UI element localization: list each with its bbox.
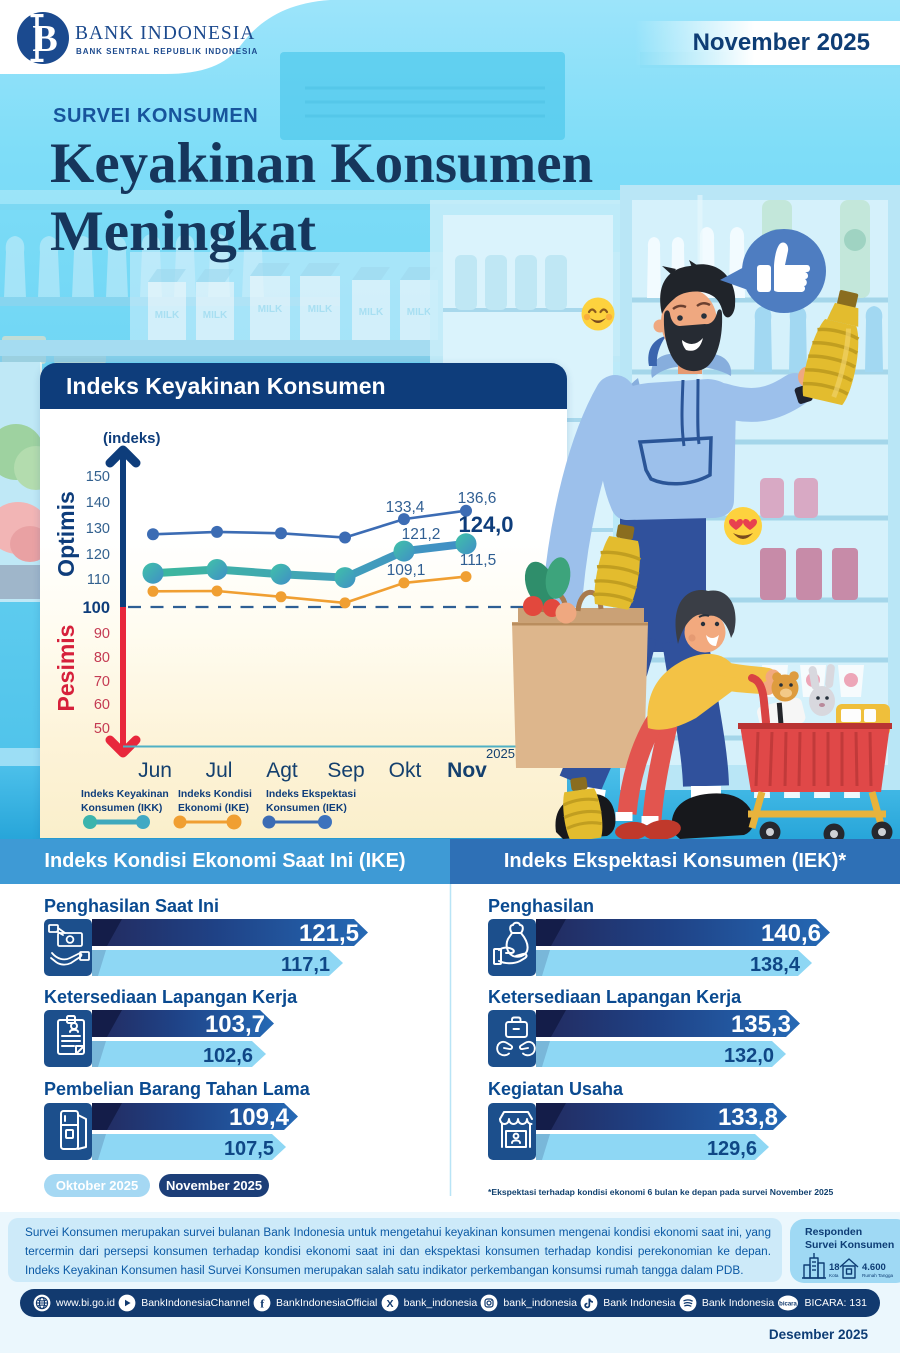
- svg-text:Rumah Tangga: Rumah Tangga: [862, 1273, 894, 1278]
- svg-text:111,5: 111,5: [460, 552, 497, 569]
- svg-text:Ekonomi (IKE): Ekonomi (IKE): [178, 803, 249, 814]
- svg-text:Indeks Ekspektasi: Indeks Ekspektasi: [266, 789, 356, 800]
- svg-text:136,6: 136,6: [458, 490, 497, 507]
- svg-text:129,6: 129,6: [707, 1138, 757, 1160]
- svg-text:120: 120: [86, 547, 110, 563]
- svg-text:133,8: 133,8: [718, 1104, 778, 1131]
- svg-text:50: 50: [94, 721, 110, 737]
- svg-text:110: 110: [87, 572, 110, 588]
- svg-text:Penghasilan: Penghasilan: [488, 896, 594, 916]
- svg-text:MILK: MILK: [203, 310, 228, 321]
- svg-text:November 2025: November 2025: [166, 1178, 262, 1193]
- svg-text:*Ekspektasi terhadap kondisi e: *Ekspektasi terhadap kondisi ekonomi 6 b…: [488, 1187, 834, 1197]
- svg-text:Okt: Okt: [389, 759, 422, 782]
- svg-text:121,2: 121,2: [402, 526, 441, 543]
- svg-text:80: 80: [94, 650, 110, 666]
- svg-text:135,3: 135,3: [731, 1011, 791, 1038]
- svg-text:130: 130: [86, 521, 110, 537]
- svg-text:(indeks): (indeks): [103, 430, 161, 447]
- svg-text:Jun: Jun: [138, 759, 172, 782]
- svg-text:140: 140: [86, 495, 110, 511]
- svg-text:MILK: MILK: [258, 304, 283, 315]
- svg-text:bicara: bicara: [780, 1302, 798, 1308]
- svg-text:133,4: 133,4: [386, 499, 425, 516]
- svg-text:Pesimis: Pesimis: [53, 625, 79, 712]
- svg-text:70: 70: [94, 674, 110, 690]
- svg-text:MILK: MILK: [308, 304, 333, 315]
- svg-text:Oktober 2025: Oktober 2025: [56, 1178, 138, 1193]
- svg-text:109,4: 109,4: [229, 1104, 290, 1131]
- svg-text:140,6: 140,6: [761, 920, 821, 947]
- svg-text:132,0: 132,0: [724, 1045, 774, 1067]
- svg-text:4.600: 4.600: [862, 1262, 886, 1273]
- svg-text:X: X: [386, 1298, 393, 1310]
- svg-text:Jul: Jul: [206, 759, 233, 782]
- svg-text:Ketersediaan Lapangan Kerja: Ketersediaan Lapangan Kerja: [44, 987, 298, 1007]
- svg-text:102,6: 102,6: [203, 1045, 253, 1067]
- svg-text:Sep: Sep: [327, 759, 364, 782]
- svg-text:124,0: 124,0: [458, 512, 513, 537]
- svg-text:Ketersediaan Lapangan Kerja: Ketersediaan Lapangan Kerja: [488, 987, 742, 1007]
- svg-text:90: 90: [94, 626, 110, 642]
- svg-text:18: 18: [829, 1262, 840, 1273]
- svg-text:Kota: Kota: [829, 1273, 839, 1278]
- svg-text:Indeks Keyakinan: Indeks Keyakinan: [81, 789, 169, 800]
- svg-text:60: 60: [94, 697, 110, 713]
- svg-text:150: 150: [86, 469, 110, 485]
- svg-text:Konsumen (IKK): Konsumen (IKK): [81, 803, 162, 814]
- svg-text:Indeks Kondisi: Indeks Kondisi: [178, 789, 252, 800]
- svg-text:Optimis: Optimis: [53, 491, 79, 577]
- svg-text:109,1: 109,1: [387, 562, 426, 579]
- svg-text:Agt: Agt: [266, 759, 298, 782]
- svg-text:MILK: MILK: [359, 307, 384, 318]
- svg-text:Kegiatan Usaha: Kegiatan Usaha: [488, 1079, 624, 1099]
- svg-text:MILK: MILK: [407, 307, 432, 318]
- svg-text:Penghasilan Saat Ini: Penghasilan Saat Ini: [44, 896, 219, 916]
- svg-text:103,7: 103,7: [205, 1011, 265, 1038]
- svg-text:138,4: 138,4: [750, 954, 801, 976]
- svg-text:121,5: 121,5: [299, 920, 359, 947]
- svg-text:100: 100: [82, 599, 110, 617]
- svg-text:Nov: Nov: [447, 759, 487, 782]
- svg-text:MILK: MILK: [155, 310, 180, 321]
- svg-text:f: f: [260, 1297, 265, 1311]
- svg-text:117,1: 117,1: [281, 954, 330, 976]
- svg-text:Konsumen (IEK): Konsumen (IEK): [266, 803, 347, 814]
- svg-text:2025: 2025: [486, 746, 515, 761]
- svg-text:Pembelian Barang Tahan Lama: Pembelian Barang Tahan Lama: [44, 1079, 311, 1099]
- svg-text:107,5: 107,5: [224, 1138, 274, 1160]
